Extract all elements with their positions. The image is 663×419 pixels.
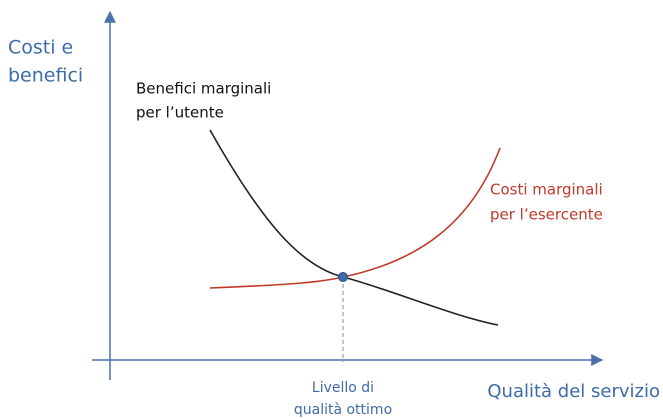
curve-label: per l’utente — [136, 104, 224, 122]
curve-label: per l’esercente — [490, 206, 603, 224]
curve-label: Benefici marginali — [136, 80, 271, 98]
cost-curve — [209, 147, 501, 289]
optimum-label: qualità ottimo — [294, 402, 392, 418]
x-axis-label: Qualità del servizio — [487, 381, 660, 402]
benefit-curve — [209, 129, 499, 326]
y-axis-label: Costi e — [8, 37, 73, 59]
optimum-point — [338, 272, 348, 282]
optimum-label: Livello di — [312, 380, 374, 396]
curve-label: Costi marginali — [490, 181, 603, 199]
y-axis-label: benefici — [8, 65, 83, 87]
